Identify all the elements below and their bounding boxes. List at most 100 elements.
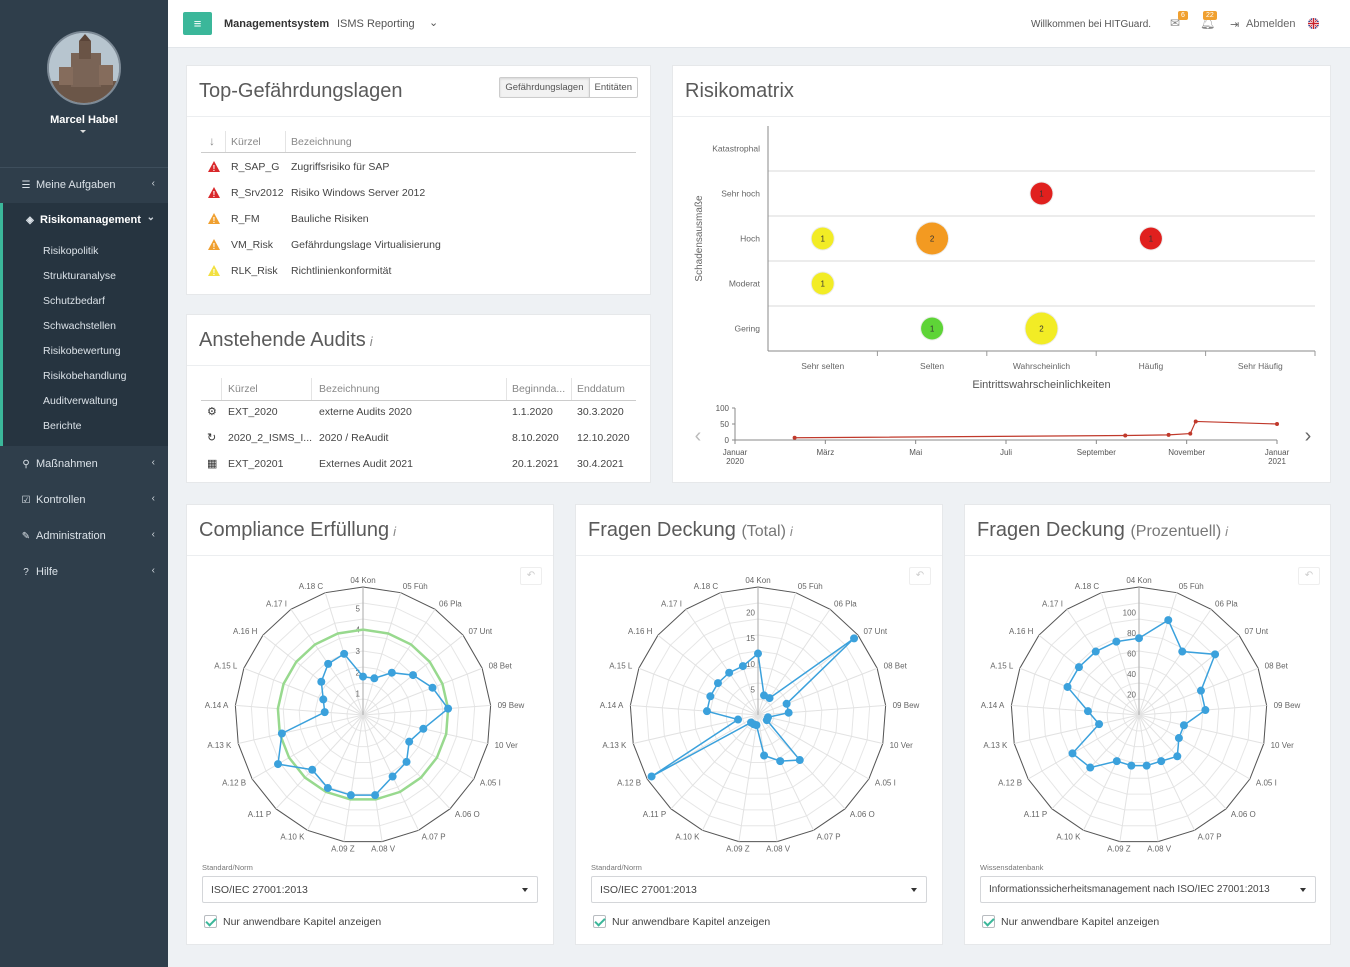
radar-axis-label: 09 Bew xyxy=(1274,701,1301,710)
submenu-auditverwaltung[interactable]: Auditverwaltung xyxy=(43,395,118,407)
nav-administration[interactable]: ✎ Administration ‹ xyxy=(0,519,168,553)
radar-axis-label: 04 Kon xyxy=(745,576,770,585)
timeline-point xyxy=(1275,422,1279,426)
timeline-x-tick: Januar xyxy=(1265,448,1290,457)
submenu-risikobewertung[interactable]: Risikobewertung xyxy=(43,345,121,357)
reset-zoom-icon[interactable]: ↶ xyxy=(1298,567,1320,585)
audit-end: 30.4.2021 xyxy=(577,458,624,470)
submenu-schwachstellen[interactable]: Schwachstellen xyxy=(43,320,116,332)
nav-meine-aufgaben[interactable]: ☰ Meine Aufgaben ‹ xyxy=(0,168,168,202)
audit-end: 12.10.2020 xyxy=(577,432,630,444)
logout-link[interactable]: Abmelden xyxy=(1246,18,1296,30)
coverage-total-panel: Fragen Deckung (Total) i ↶ 04 Kon 05 Füh 06… xyxy=(575,504,943,945)
radar-axis-label: A.12 B xyxy=(617,779,641,788)
col-kuerzel[interactable]: Kürzel xyxy=(228,383,258,395)
col-beginndatum[interactable]: Beginnda... xyxy=(512,383,566,395)
timeline-point xyxy=(1193,419,1198,424)
checkbox-checked-icon[interactable] xyxy=(982,915,995,928)
col-bezeichnung[interactable]: Bezeichnung xyxy=(319,383,380,395)
applicable-checkbox[interactable]: Nur anwendbare Kapitel anzeigen xyxy=(593,915,770,928)
info-icon[interactable]: i xyxy=(789,524,793,539)
table-row[interactable]: ▦ EXT_20201 Externes Audit 2021 20.1.2021 30… xyxy=(201,455,636,475)
list-icon: ☰ xyxy=(21,179,31,191)
col-enddatum[interactable]: Enddatum xyxy=(577,383,625,395)
module-selector[interactable]: ISMS Reporting xyxy=(337,18,415,30)
col-kuerzel[interactable]: Kürzel xyxy=(231,136,261,148)
sidebar: Marcel Habel ☰ Meine Aufgaben ‹ ◈ Risiko… xyxy=(0,0,168,967)
warning-triangle xyxy=(208,187,220,198)
knowledge-base-select[interactable]: Informationssicherheitsmanagement nach I… xyxy=(980,876,1316,903)
user-name[interactable]: Marcel Habel xyxy=(50,114,118,126)
nav-hilfe[interactable]: ? Hilfe ‹ xyxy=(0,555,168,589)
table-row[interactable]: ! RLK_Risk Richtlinienkonformität xyxy=(201,262,636,282)
menu-toggle-button[interactable]: ≡ xyxy=(183,12,212,35)
panel-divider xyxy=(187,365,650,366)
col-bezeichnung[interactable]: Bezeichnung xyxy=(291,136,352,148)
user-menu-caret-icon[interactable] xyxy=(80,130,86,133)
timeline-series-line xyxy=(794,420,1278,439)
timeline-x-tick-year: 2020 xyxy=(726,457,744,466)
radar-point xyxy=(1063,682,1072,691)
welcome-text: Willkommen bei HITGuard. xyxy=(1031,19,1152,30)
sort-arrow-icon[interactable]: ↓ xyxy=(209,134,215,148)
table-row[interactable]: ! R_SAP_G Zugriffsrisiko für SAP xyxy=(201,158,636,178)
radar-target-ring xyxy=(276,628,450,801)
submenu-schutzbedarf[interactable]: Schutzbedarf xyxy=(43,295,105,307)
radar-axis-label: A.08 V xyxy=(371,844,396,853)
reset-zoom-icon[interactable]: ↶ xyxy=(909,567,931,585)
radar-tick-label: 40 xyxy=(1127,670,1136,679)
radar-axis-label: 06 Pla xyxy=(1215,599,1238,608)
submenu-strukturanalyse[interactable]: Strukturanalyse xyxy=(43,270,116,282)
toggle-entitaeten[interactable]: Entitäten xyxy=(594,82,633,93)
avatar[interactable] xyxy=(47,31,121,105)
checkbox-label: Nur anwendbare Kapitel anzeigen xyxy=(1001,915,1160,928)
applicable-checkbox[interactable]: Nur anwendbare Kapitel anzeigen xyxy=(204,915,381,928)
radar-axis-label: A.18 C xyxy=(694,582,719,591)
nav-label: Maßnahmen xyxy=(36,458,98,470)
radar-axis-label: 06 Pla xyxy=(834,599,857,608)
radar-axis-label: 08 Bet xyxy=(1265,662,1289,671)
radar-point xyxy=(419,724,428,733)
col-sep xyxy=(571,378,572,400)
radar-spoke xyxy=(362,714,475,780)
toggle-gefaehrdungslagen[interactable]: Gefährdungslagen xyxy=(500,78,590,97)
module-dropdown-chevron-icon[interactable]: ⌄ xyxy=(429,17,439,29)
radar-axis-label: A.17 I xyxy=(661,599,682,608)
threat-code: RLK_Risk xyxy=(231,265,278,277)
standard-select[interactable]: ISO/IEC 27001:2013 xyxy=(591,876,927,903)
table-row[interactable]: ⚙ EXT_2020 externe Audits 2020 1.1.2020 30.3… xyxy=(201,403,636,423)
nav-massnahmen[interactable]: ⚲ Maßnahmen ‹ xyxy=(0,447,168,481)
radar-point xyxy=(706,692,715,701)
table-row[interactable]: ! R_Srv2012 Risiko Windows Server 2012 xyxy=(201,184,636,204)
radar-spoke xyxy=(238,714,364,744)
bell-badge: 22 xyxy=(1203,11,1217,20)
submenu-risikobehandlung[interactable]: Risikobehandlung xyxy=(43,370,127,382)
info-icon[interactable]: i xyxy=(1225,524,1229,539)
col-sep xyxy=(285,131,286,152)
bubble-count: 1 xyxy=(1039,190,1044,199)
info-icon[interactable]: i xyxy=(393,524,396,539)
radar-axis-label: 05 Füh xyxy=(1179,582,1204,591)
table-row[interactable]: ↻ 2020_2_ISMS_I... 2020 / ReAudit 8.10.2020… xyxy=(201,429,636,449)
table-row[interactable]: ! R_FM Bauliche Risiken xyxy=(201,210,636,230)
applicable-checkbox[interactable]: Nur anwendbare Kapitel anzeigen xyxy=(982,915,1159,928)
info-icon[interactable]: i xyxy=(369,334,373,349)
submenu-risikopolitik[interactable]: Risikopolitik xyxy=(43,245,99,257)
audit-start: 1.1.2020 xyxy=(512,406,553,418)
radar-axis-label: A.14 A xyxy=(981,701,1005,710)
radar-axis-label: A.10 K xyxy=(675,833,700,842)
nav-kontrollen[interactable]: ☑ Kontrollen ‹ xyxy=(0,483,168,517)
mail-icon[interactable]: ✉ xyxy=(1170,16,1181,30)
submenu-berichte[interactable]: Berichte xyxy=(43,420,82,432)
table-row[interactable]: ! VM_Risk Gefährdungslage Virtualisierung xyxy=(201,236,636,256)
reset-zoom-icon[interactable]: ↶ xyxy=(520,567,542,585)
nav-risikomanagement[interactable]: ◈ Risikomanagement ⌄ xyxy=(0,203,168,237)
checkbox-checked-icon[interactable] xyxy=(204,915,217,928)
logout-icon[interactable]: ⇥ xyxy=(1230,19,1240,31)
checkbox-checked-icon[interactable] xyxy=(593,915,606,928)
language-flag-icon[interactable] xyxy=(1308,18,1319,29)
radar-grid-ring xyxy=(282,634,444,795)
radar-point xyxy=(1135,634,1143,643)
standard-select[interactable]: ISO/IEC 27001:2013 xyxy=(202,876,538,903)
risk-matrix-chart: Katastrophal Sehr hoch Hoch Moderat Gering Se… xyxy=(694,126,1316,466)
